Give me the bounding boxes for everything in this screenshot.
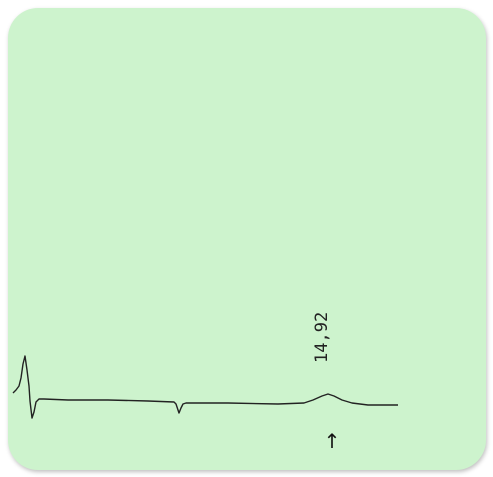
chart-panel: 14,92 ↑ (8, 8, 486, 470)
peak-retention-label: 14,92 (312, 312, 332, 363)
peak-annotation: 14,92 ↑ (312, 312, 340, 453)
chromatogram-plot: 14,92 ↑ (12, 312, 398, 453)
peak-arrow-icon: ↑ (324, 429, 341, 453)
chromatogram-trace (12, 355, 398, 419)
